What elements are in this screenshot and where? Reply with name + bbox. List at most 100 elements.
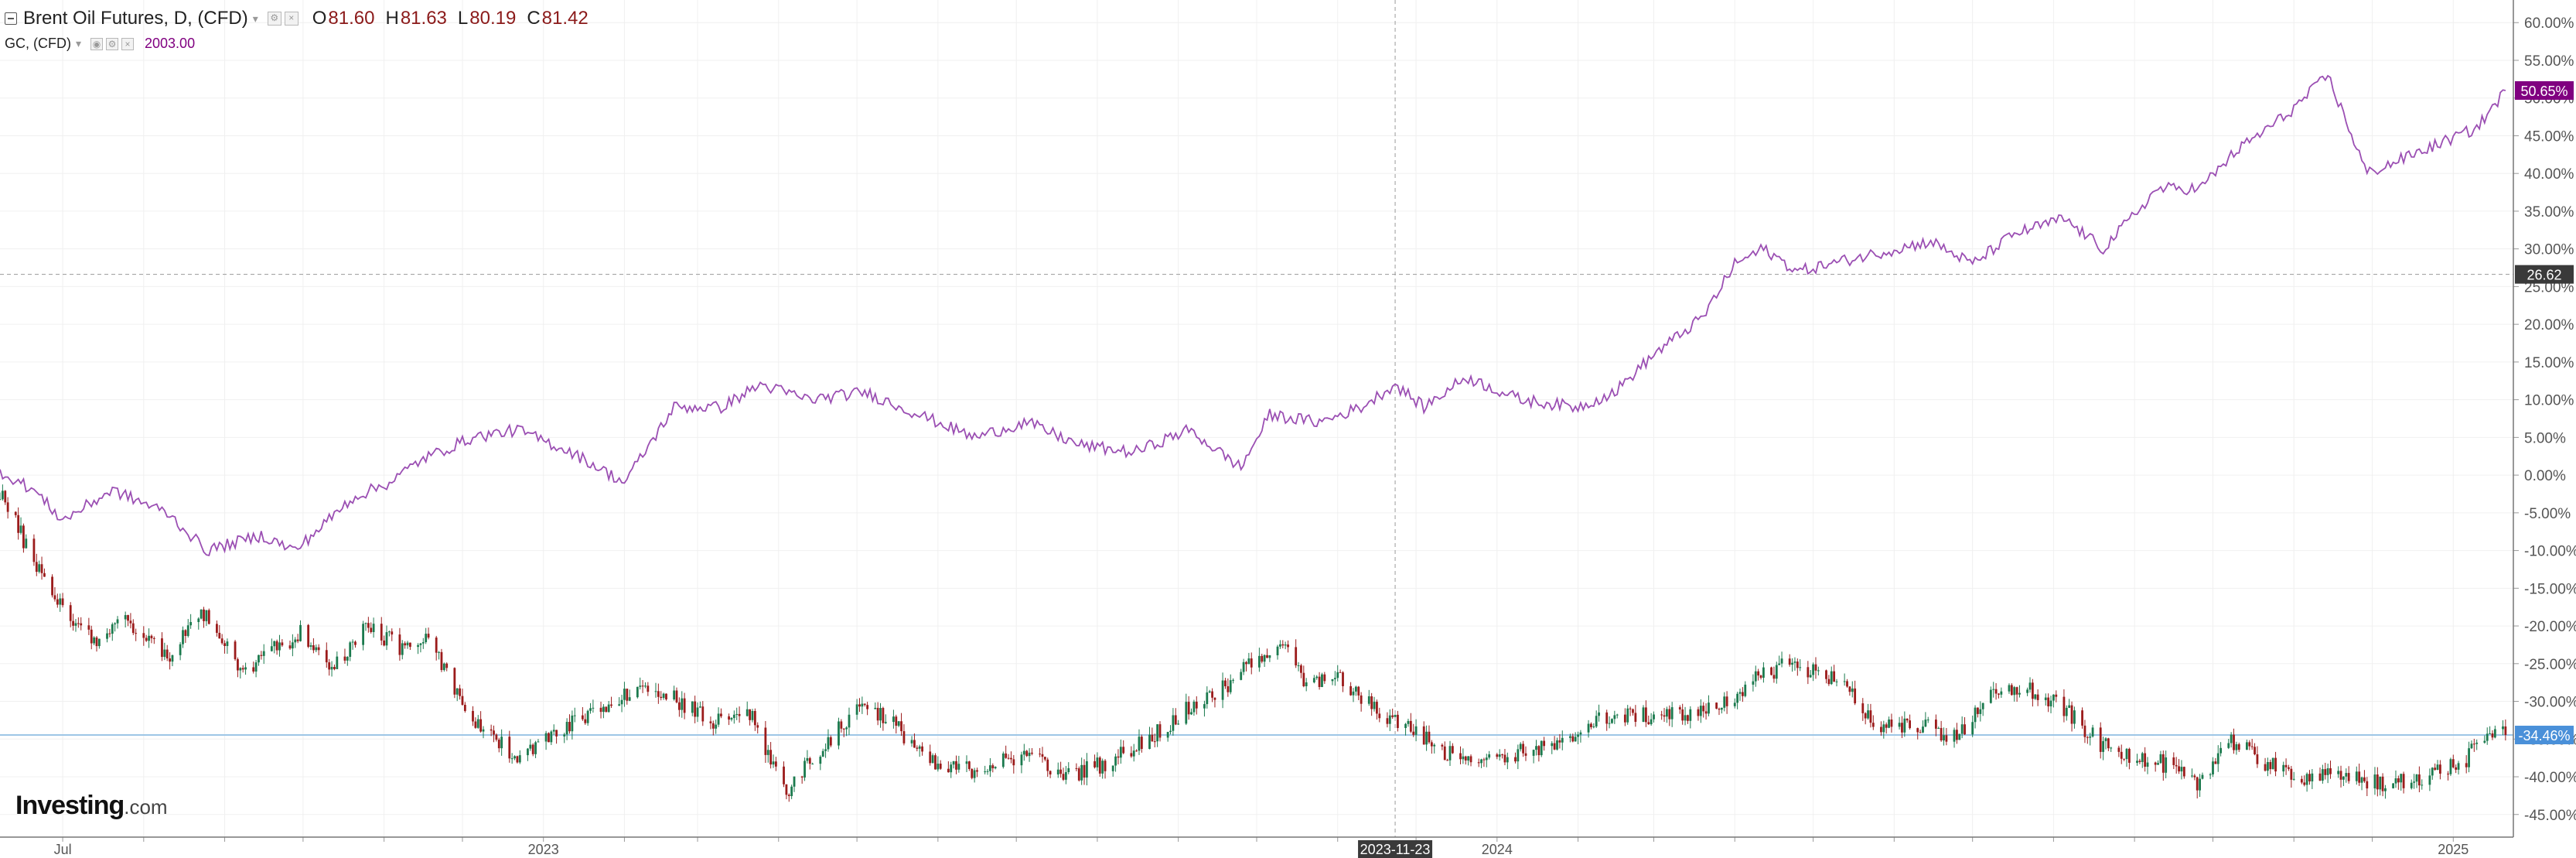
candle-body [1772, 675, 1776, 679]
candle [1553, 736, 1556, 750]
candle-body [1890, 719, 1893, 727]
candle [1715, 702, 1718, 709]
candle-body [2000, 691, 2003, 695]
candle-body [1443, 746, 1446, 761]
candle [459, 684, 461, 700]
candle [2290, 765, 2293, 788]
candle-body [1111, 765, 1114, 771]
compare-symbol-name[interactable]: GC, (CFD) [5, 36, 71, 51]
candle-body [939, 764, 942, 769]
collapse-icon[interactable] [5, 12, 17, 25]
candle-body [772, 761, 775, 765]
candle [1608, 716, 1611, 729]
candle [1094, 754, 1096, 769]
settings-icon[interactable]: ⚙ [267, 12, 281, 26]
candle [531, 743, 534, 757]
candle [61, 593, 64, 608]
candle [677, 697, 681, 717]
candle-body [1496, 754, 1499, 757]
candle-body [1086, 761, 1088, 778]
candle [1778, 655, 1781, 665]
candle [1010, 751, 1012, 764]
candle-body [1373, 702, 1376, 709]
chevron-down-icon[interactable]: ▾ [252, 12, 258, 25]
candle [2010, 683, 2013, 696]
candle [1611, 718, 1613, 724]
main-symbol-name[interactable]: Brent Oil Futures, D, (CFD) [23, 8, 248, 29]
candle [1373, 696, 1376, 712]
candle-body [620, 699, 623, 705]
candle-body [1130, 753, 1133, 757]
settings-icon[interactable]: ⚙ [106, 37, 119, 50]
candle [2502, 720, 2504, 736]
candle [717, 707, 720, 727]
main-legend: Brent Oil Futures, D, (CFD) ▾ ⚙ × O 81.60… [5, 8, 589, 29]
candle-body [1394, 714, 1397, 717]
close-icon[interactable]: × [284, 12, 299, 26]
candle [2230, 732, 2233, 748]
candle-body [2063, 696, 2066, 716]
main-last-badge-bg [2515, 726, 2574, 745]
candle-body [1378, 713, 1381, 719]
candle-body [90, 629, 93, 644]
candle-body [1945, 735, 1948, 742]
candle [2102, 737, 2104, 761]
candle [571, 710, 574, 740]
candle [1835, 679, 1838, 687]
candle [1642, 705, 1645, 723]
candle [1174, 708, 1177, 726]
candle-body [2394, 778, 2397, 784]
candle [513, 755, 516, 761]
candle-body [1775, 665, 1778, 679]
close-icon[interactable]: × [121, 37, 135, 50]
candle-body [2489, 733, 2491, 734]
candle-body [1064, 772, 1067, 780]
candle-body [2256, 754, 2259, 764]
candle-body [1885, 724, 1888, 728]
candle-body [1882, 724, 1885, 733]
candle [1882, 720, 1885, 739]
candle-body [1462, 756, 1465, 760]
candle [1901, 716, 1903, 738]
candle-body [169, 658, 171, 662]
candle-body [840, 721, 843, 729]
candle [1623, 708, 1626, 726]
candle [1498, 749, 1501, 761]
candle [1242, 658, 1245, 675]
candle [1077, 766, 1080, 782]
candle-body [756, 725, 759, 728]
candle [2363, 770, 2366, 783]
compare-last-badge-bg [2515, 80, 2574, 100]
eye-icon[interactable]: ◉ [90, 37, 104, 50]
candle-body [701, 706, 705, 722]
candle-body [1561, 737, 1564, 743]
candle [2337, 766, 2340, 778]
candle-body [148, 635, 150, 641]
candle-body [1535, 746, 1537, 750]
candle [1388, 709, 1391, 731]
candle [550, 730, 553, 745]
candle-body [288, 645, 292, 649]
candle [438, 651, 440, 660]
candle [150, 634, 153, 644]
candle [1122, 740, 1125, 754]
candle [641, 679, 644, 693]
candle [1723, 692, 1726, 712]
candle-body [829, 737, 832, 746]
candle-body [2018, 692, 2021, 695]
candle [1945, 728, 1948, 746]
candle-body [2083, 725, 2086, 737]
candle [0, 492, 2, 501]
candle [1532, 749, 1535, 764]
candle-body [717, 713, 720, 725]
candle [2180, 760, 2183, 780]
chevron-down-icon[interactable]: ▾ [75, 37, 82, 50]
candle [1488, 750, 1491, 760]
candle [808, 757, 811, 770]
candle [1543, 737, 1546, 751]
candle [989, 757, 991, 778]
candle [2347, 766, 2350, 784]
candle [1428, 725, 1431, 744]
candle [947, 761, 950, 773]
